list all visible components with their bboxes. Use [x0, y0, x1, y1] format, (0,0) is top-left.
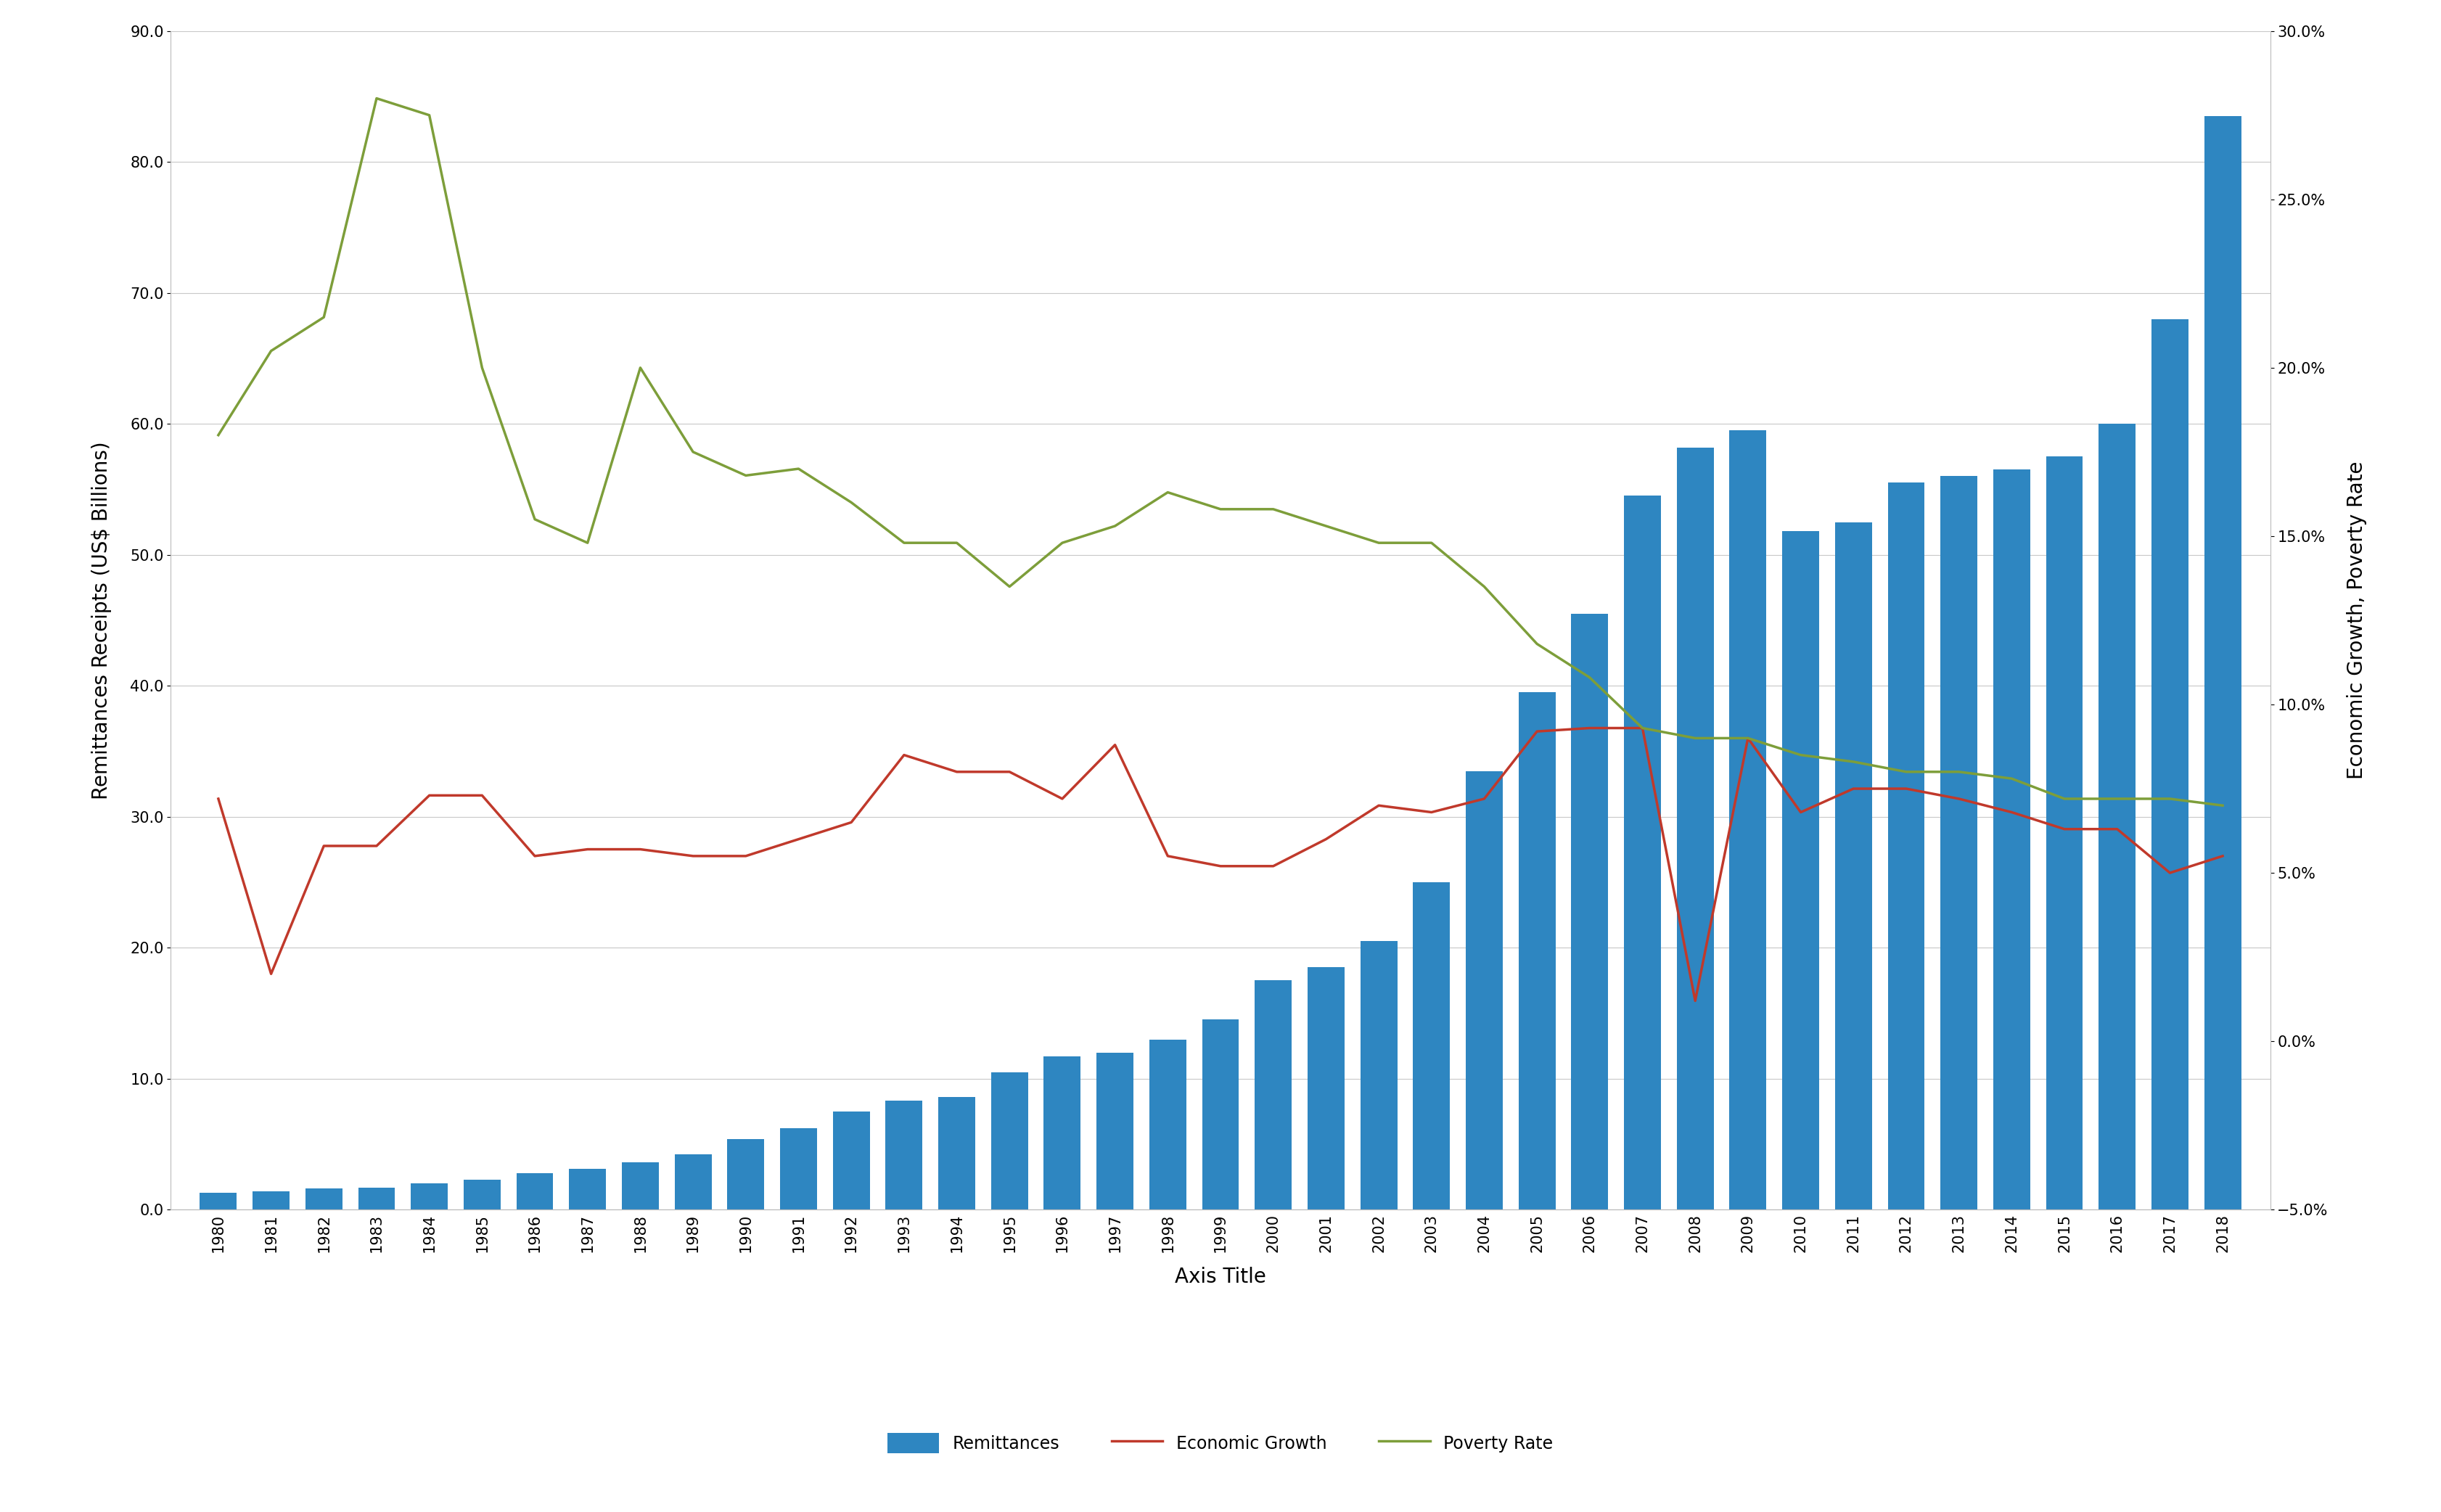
Bar — [1201, 1019, 1240, 1210]
Bar — [1941, 476, 1977, 1210]
Bar — [1623, 496, 1660, 1210]
Bar — [1518, 692, 1555, 1210]
Bar — [2099, 423, 2136, 1210]
Bar — [937, 1098, 976, 1210]
Bar — [410, 1184, 447, 1210]
Bar — [200, 1193, 237, 1210]
Bar — [674, 1155, 710, 1210]
Bar — [1360, 940, 1396, 1210]
Bar — [1887, 482, 1924, 1210]
Legend: Remittances, Economic Growth, Poverty Rate: Remittances, Economic Growth, Poverty Ra… — [881, 1426, 1560, 1461]
Bar — [464, 1179, 500, 1210]
Y-axis label: Remittances Receipts (US$ Billions): Remittances Receipts (US$ Billions) — [93, 442, 112, 800]
X-axis label: Axis Title: Axis Title — [1174, 1267, 1267, 1287]
Bar — [1096, 1052, 1133, 1210]
Bar — [1465, 771, 1504, 1210]
Bar — [1308, 968, 1345, 1210]
Bar — [251, 1191, 290, 1210]
Bar — [1731, 431, 1767, 1210]
Bar — [781, 1128, 818, 1210]
Bar — [991, 1072, 1028, 1210]
Bar — [517, 1173, 554, 1210]
Bar — [1150, 1039, 1186, 1210]
Bar — [1413, 881, 1450, 1210]
Bar — [1836, 522, 1872, 1210]
Bar — [1572, 614, 1609, 1210]
Bar — [1677, 448, 1714, 1210]
Bar — [569, 1169, 605, 1210]
Bar — [359, 1187, 395, 1210]
Y-axis label: Economic Growth, Poverty Rate: Economic Growth, Poverty Rate — [2346, 461, 2368, 779]
Bar — [1255, 980, 1291, 1210]
Bar — [727, 1139, 764, 1210]
Bar — [886, 1101, 923, 1210]
Bar — [1994, 470, 2031, 1210]
Bar — [305, 1188, 342, 1210]
Bar — [2046, 457, 2082, 1210]
Bar — [1045, 1057, 1081, 1210]
Bar — [1782, 531, 1819, 1210]
Bar — [2204, 116, 2241, 1210]
Bar — [832, 1111, 869, 1210]
Bar — [622, 1163, 659, 1210]
Bar — [2151, 319, 2190, 1210]
